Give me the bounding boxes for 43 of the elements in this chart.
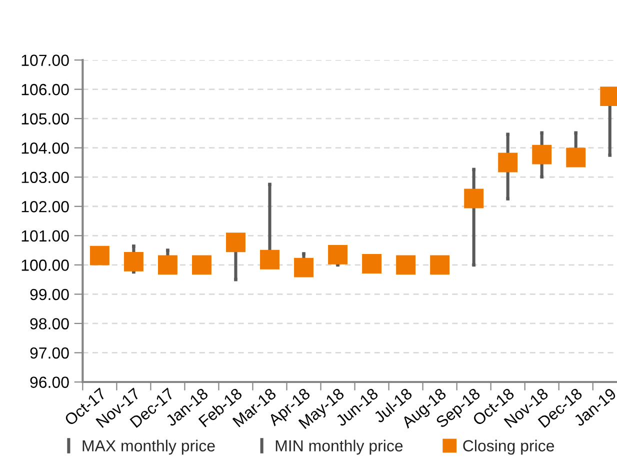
point [506,132,510,136]
y-tick-label: 101.00 [22,230,69,242]
point [540,175,544,178]
point [294,258,314,278]
point [430,255,450,275]
point [90,246,110,266]
y-tick-label: 96.00 [30,376,69,388]
point [540,131,544,135]
y-tick-label: 100.00 [22,260,69,271]
point [234,278,238,282]
point [472,263,476,267]
point [124,252,144,272]
point [192,255,212,275]
point [396,255,416,275]
point [532,144,552,164]
y-tick-label: 97.00 [30,347,69,359]
y-tick-label: 105.00 [22,113,69,125]
point [260,250,280,270]
y-tick-label: 104.00 [22,142,69,154]
y-tick-label: 103.00 [22,172,69,184]
y-tick-label: 106.00 [22,84,69,96]
point [574,131,578,135]
point [226,232,246,252]
legend-label: Closing price [463,440,554,455]
point [506,197,510,200]
y-tick-label: 102.00 [22,201,69,212]
point [132,244,136,248]
point [464,188,484,208]
legend-label: MAX monthly price [82,440,215,455]
y-tick-label: 99.00 [30,288,69,300]
point [328,244,348,264]
point [608,153,612,157]
point [166,248,170,252]
point [566,148,586,168]
point [302,252,306,256]
point [498,152,518,172]
y-tick-label: 107.00 [22,54,69,66]
y-tick-label: 98.00 [30,318,69,330]
point [158,255,178,275]
legend-label: MIN monthly price [276,440,403,455]
point [362,254,382,274]
point [268,182,272,186]
point [472,168,476,172]
